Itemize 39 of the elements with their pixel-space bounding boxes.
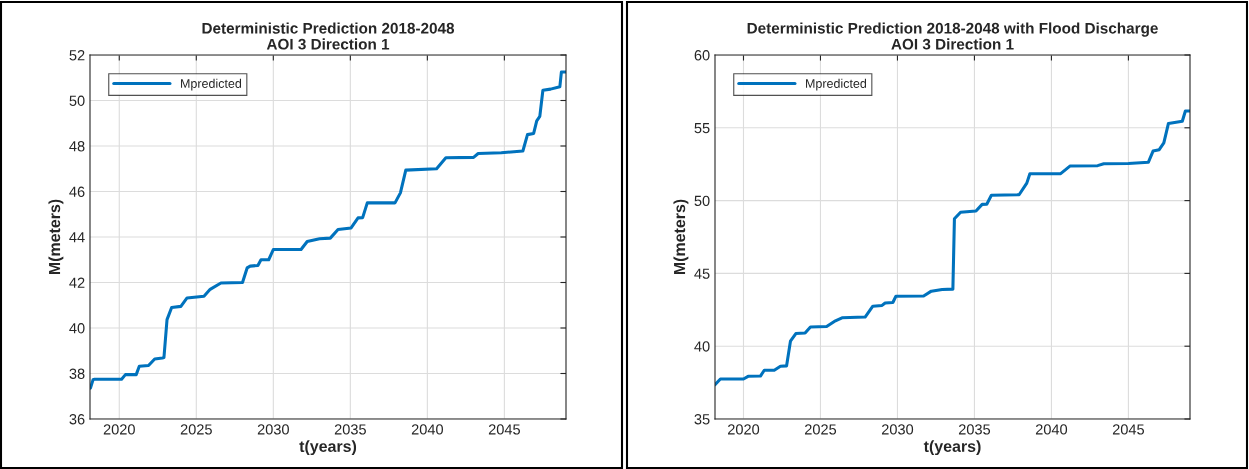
line-series — [715, 109, 1190, 387]
x-tick-label: 2035 — [958, 424, 991, 435]
y-tick-label: 46 — [69, 186, 85, 197]
y-tick-label: 38 — [69, 368, 85, 379]
y-tick-label: 42 — [69, 277, 85, 288]
chart-title: Deterministic Prediction 2018-2048 with Flood Discharge — [747, 22, 1158, 37]
y-axis-title: M(meters) — [48, 199, 64, 275]
y-tick-label: 36 — [69, 414, 85, 425]
x-tick-label: 2040 — [411, 424, 444, 435]
legend-label: Mpredicted — [181, 78, 242, 91]
x-tick-label: 2045 — [488, 424, 520, 435]
y-tick-label: 40 — [69, 323, 85, 334]
chart-subtitle: AOI 3 Direction 1 — [891, 38, 1014, 50]
line-series — [90, 70, 566, 390]
y-tick-label: 40 — [694, 341, 710, 352]
x-tick-label: 2020 — [103, 424, 135, 435]
x-tick-label: 2035 — [334, 424, 366, 435]
y-tick-label: 50 — [694, 195, 710, 207]
y-tick-label: 35 — [694, 414, 710, 425]
y-tick-label: 44 — [69, 232, 85, 243]
x-tick-label: 2045 — [1112, 424, 1145, 435]
chart-subtitle: AOI 3 Direction 1 — [266, 38, 390, 50]
x-tick-label: 2030 — [881, 424, 914, 435]
x-tick-label: 2025 — [804, 424, 837, 435]
y-tick-label: 50 — [69, 95, 85, 106]
y-tick-label: 60 — [694, 50, 710, 61]
x-tick-label: 2025 — [180, 424, 212, 435]
x-tick-label: 2040 — [1035, 424, 1068, 435]
x-tick-label: 2030 — [257, 424, 289, 435]
x-axis-title: t(years) — [923, 440, 981, 456]
legend-label: Mpredicted — [806, 78, 867, 91]
chart-title: Deterministic Prediction 2018-2048 — [202, 22, 455, 34]
y-axis-title: M(meters) — [673, 199, 689, 275]
x-tick-label: 2020 — [728, 424, 760, 435]
y-tick-label: 55 — [694, 123, 710, 134]
x-axis-title: t(years) — [299, 440, 357, 456]
y-tick-label: 48 — [69, 141, 85, 152]
y-tick-label: 45 — [694, 268, 710, 279]
y-tick-label: 52 — [69, 50, 85, 61]
